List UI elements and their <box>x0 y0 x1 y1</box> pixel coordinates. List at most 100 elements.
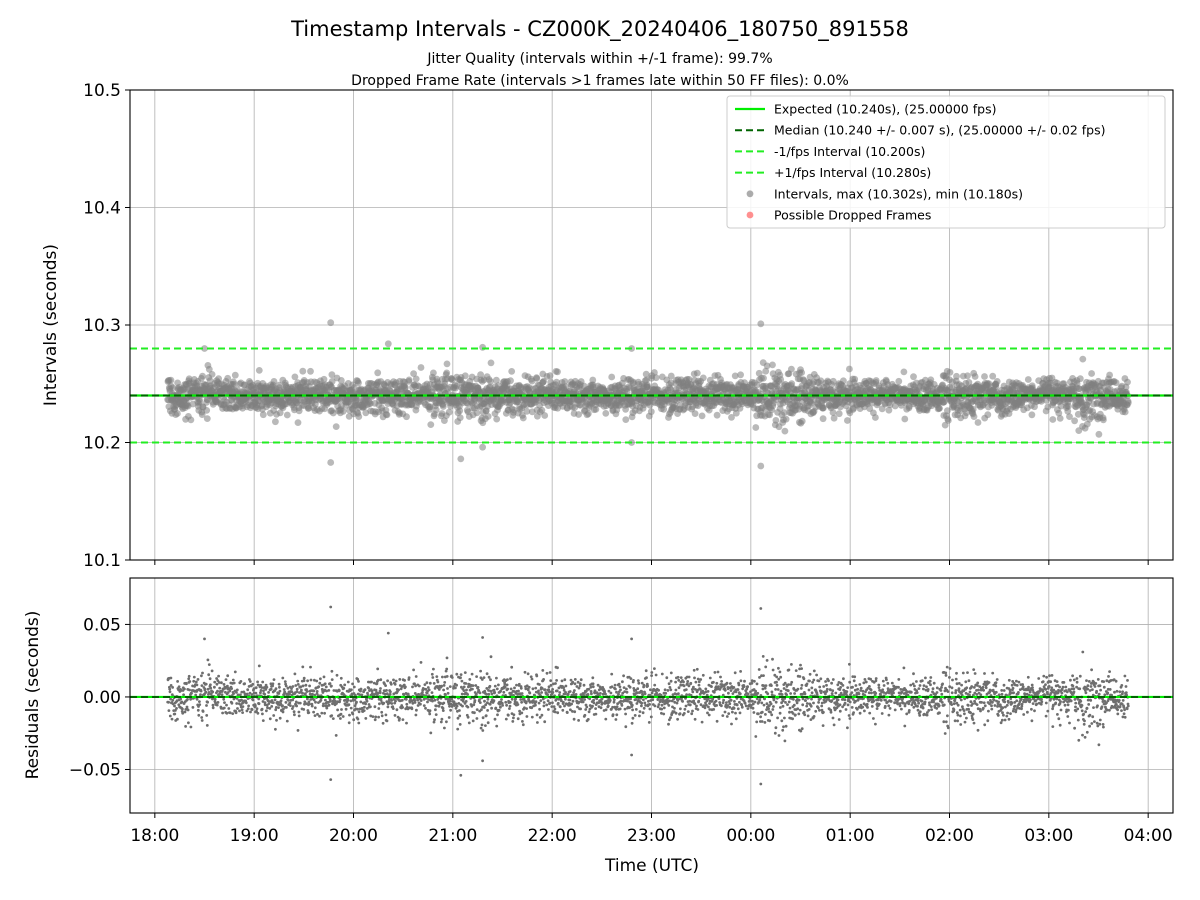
residual-point <box>497 683 500 687</box>
residual-point <box>294 684 298 687</box>
residual-point <box>328 682 332 685</box>
residual-point <box>504 700 508 704</box>
interval-point <box>592 406 600 413</box>
residual-point <box>512 713 516 717</box>
residual-point <box>510 665 514 669</box>
residual-point <box>442 688 445 692</box>
residual-point <box>309 678 313 682</box>
residual-point <box>586 718 590 721</box>
interval-point <box>403 413 410 421</box>
residual-point <box>281 710 285 714</box>
residual-point <box>220 681 223 685</box>
residual-point <box>413 701 417 704</box>
residual-point <box>319 698 323 702</box>
interval-point <box>782 415 790 423</box>
residual-point <box>419 702 422 706</box>
residual-point <box>573 682 577 686</box>
residual-point <box>198 700 201 703</box>
residual-point <box>316 712 319 716</box>
residual-point <box>187 674 191 678</box>
residual-point <box>542 701 546 704</box>
interval-point <box>820 404 827 412</box>
residual-point <box>197 713 201 717</box>
residual-point <box>195 683 199 687</box>
residual-point <box>548 671 552 674</box>
residual-point <box>224 690 227 694</box>
residual-point <box>542 704 546 708</box>
interval-point <box>1065 402 1072 410</box>
residual-point <box>583 698 586 701</box>
interval-point <box>553 378 560 386</box>
residual-point <box>181 711 185 715</box>
interval-point <box>487 359 495 367</box>
interval-point <box>255 367 263 374</box>
interval-point <box>167 376 175 384</box>
residual-point <box>205 704 208 707</box>
residual-point <box>378 691 382 695</box>
residual-point <box>594 712 598 716</box>
interval-point <box>443 369 451 377</box>
residual-point <box>461 704 464 708</box>
residual-point <box>270 705 274 708</box>
residual-point <box>167 700 171 704</box>
residual-point <box>339 712 343 716</box>
residual-point <box>261 719 265 722</box>
residual-point <box>581 700 585 704</box>
residual-point <box>344 698 347 702</box>
residual-point <box>543 720 547 724</box>
interval-point <box>439 403 447 410</box>
residual-point <box>574 693 578 696</box>
residual-point <box>584 708 588 711</box>
residual-point <box>429 731 433 735</box>
residual-point <box>261 680 265 684</box>
residual-point <box>315 690 319 693</box>
residual-point <box>318 714 321 718</box>
residual-point <box>294 700 298 704</box>
residual-point <box>458 709 461 712</box>
residual-point <box>285 719 289 723</box>
residual-point <box>439 720 443 724</box>
residual-point <box>459 673 463 676</box>
residual-point <box>227 707 231 710</box>
residual-point <box>380 714 384 718</box>
residual-point <box>317 685 321 689</box>
residual-point <box>306 709 310 712</box>
residual-point <box>504 717 508 721</box>
residual-point <box>267 699 270 703</box>
residual-point <box>398 717 401 720</box>
residual-point <box>313 678 316 682</box>
interval-point <box>327 459 335 466</box>
residual-point <box>471 687 474 691</box>
residual-point <box>540 691 543 694</box>
residual-point <box>181 707 184 711</box>
residual-point <box>234 711 238 715</box>
residual-point <box>586 693 590 696</box>
residual-point <box>503 685 507 689</box>
residual-point <box>339 676 343 680</box>
residual-point <box>445 675 449 678</box>
residual-point <box>535 674 539 678</box>
residual-point <box>572 717 576 721</box>
residual-point <box>405 702 409 706</box>
residual-point <box>206 687 210 691</box>
residual-point <box>201 710 205 713</box>
residual-point <box>226 674 230 678</box>
residual-point <box>225 703 228 707</box>
interval-point <box>295 407 303 415</box>
residual-point <box>370 689 374 693</box>
residual-point <box>272 678 276 681</box>
residual-point <box>169 684 173 687</box>
interval-point <box>231 371 239 379</box>
residual-point <box>415 708 418 712</box>
residual-point <box>489 678 492 682</box>
residual-point <box>308 684 311 688</box>
residual-point <box>235 691 238 694</box>
residual-point <box>505 683 509 687</box>
residual-point <box>546 693 549 697</box>
interval-point <box>651 369 658 376</box>
residual-point <box>433 718 436 722</box>
residual-point <box>502 690 506 694</box>
residual-point <box>426 686 430 689</box>
interval-point <box>294 419 302 426</box>
residual-point <box>441 709 445 712</box>
